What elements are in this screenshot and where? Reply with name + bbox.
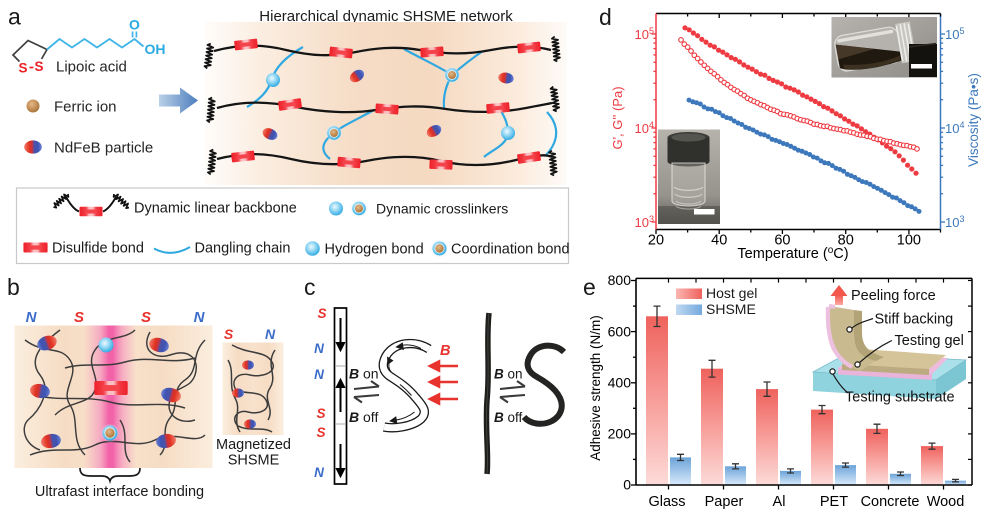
svg-text:Disulfide bond: Disulfide bond [52, 241, 144, 257]
svg-text:200: 200 [608, 426, 632, 442]
svg-text:B off: B off [349, 409, 378, 425]
svg-text:S: S [74, 309, 84, 326]
svg-text:N: N [314, 341, 324, 356]
svg-text:Glass: Glass [648, 494, 685, 510]
svg-text:d: d [599, 4, 612, 30]
svg-text:103: 103 [945, 214, 964, 230]
svg-text:60: 60 [774, 233, 790, 249]
svg-text:N: N [314, 367, 324, 382]
svg-text:104: 104 [945, 120, 964, 136]
svg-text:Concrete: Concrete [861, 494, 920, 510]
svg-text:B on: B on [349, 366, 379, 382]
svg-text:103: 103 [635, 214, 654, 230]
svg-text:Host gel: Host gel [706, 285, 757, 301]
svg-text:N: N [265, 326, 276, 342]
svg-text:800: 800 [608, 272, 632, 288]
svg-text:80: 80 [838, 233, 854, 249]
svg-text:S: S [18, 61, 27, 76]
svg-text:Wood: Wood [927, 494, 965, 510]
svg-text:B off: B off [494, 410, 523, 425]
svg-text:SHSME: SHSME [228, 453, 280, 469]
svg-text:Dynamic linear backbone: Dynamic linear backbone [134, 201, 297, 217]
svg-text:N: N [314, 465, 324, 480]
svg-text:Adhesive strength (N/m): Adhesive strength (N/m) [588, 315, 603, 461]
svg-text:a: a [8, 4, 21, 30]
svg-text:40: 40 [711, 233, 727, 249]
svg-text:c: c [304, 274, 316, 300]
svg-text:105: 105 [635, 26, 654, 42]
svg-text:O: O [129, 17, 140, 33]
svg-text:S: S [316, 425, 325, 440]
svg-text:N: N [194, 309, 206, 326]
svg-text:Paper: Paper [705, 494, 744, 510]
svg-text:OH: OH [145, 41, 166, 57]
svg-text:Viscosity (Pa•s): Viscosity (Pa•s) [966, 73, 981, 167]
svg-text:S: S [224, 326, 234, 342]
svg-text:Testing gel: Testing gel [895, 333, 964, 349]
svg-text:20: 20 [648, 233, 664, 249]
svg-text:Al: Al [773, 494, 786, 510]
svg-text:Temperature (oC): Temperature (oC) [737, 245, 848, 262]
svg-text:Ultrafast interface bonding: Ultrafast interface bonding [35, 484, 204, 500]
svg-text:Dangling chain: Dangling chain [195, 241, 291, 257]
svg-text:b: b [7, 274, 20, 300]
svg-text:S: S [316, 406, 325, 421]
svg-text:PET: PET [820, 494, 848, 510]
svg-text:S: S [141, 309, 151, 326]
svg-text:Ferric ion: Ferric ion [54, 99, 117, 116]
svg-text:G', G'' (Pa): G', G'' (Pa) [610, 86, 625, 149]
svg-text:Peeling force: Peeling force [851, 288, 936, 304]
svg-text:B: B [440, 343, 450, 359]
svg-text:100: 100 [897, 233, 921, 249]
svg-text:400: 400 [608, 375, 632, 391]
svg-text:Stiff backing: Stiff backing [875, 312, 954, 328]
svg-text:Hierarchical dynamic SHSME net: Hierarchical dynamic SHSME network [259, 8, 513, 25]
svg-text:104: 104 [635, 120, 654, 136]
svg-text:S: S [317, 306, 326, 321]
svg-text:NdFeB particle: NdFeB particle [54, 140, 153, 157]
svg-text:Lipoic acid: Lipoic acid [56, 59, 127, 76]
svg-text:B on: B on [494, 367, 523, 382]
svg-text:0: 0 [623, 477, 631, 493]
svg-text:105: 105 [945, 26, 964, 42]
svg-text:e: e [583, 274, 596, 300]
svg-text:S: S [34, 59, 43, 74]
svg-text:Magnetized: Magnetized [216, 437, 291, 453]
svg-text:Testing substrate: Testing substrate [845, 390, 955, 406]
svg-text:600: 600 [608, 323, 632, 339]
svg-text:Hydrogen bond: Hydrogen bond [325, 242, 424, 258]
svg-text:Dynamic crosslinkers: Dynamic crosslinkers [376, 201, 508, 217]
svg-text:N: N [26, 309, 38, 326]
svg-text:SHSME: SHSME [706, 301, 756, 317]
svg-text:Coordination bond: Coordination bond [451, 242, 570, 258]
